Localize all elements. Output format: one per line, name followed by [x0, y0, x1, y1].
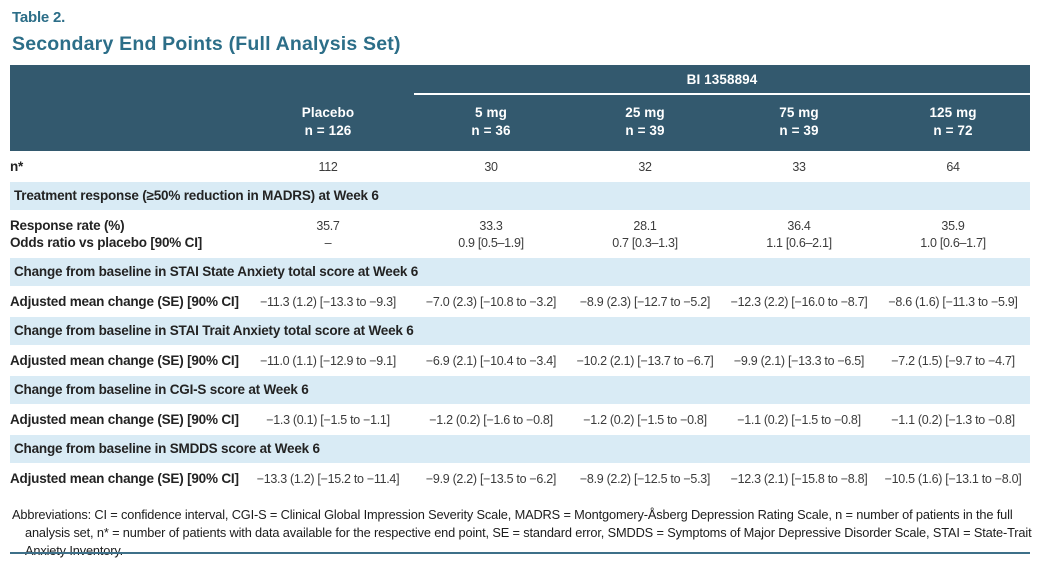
- value-cell: −1.3 (0.1) [−1.5 to −1.1]: [266, 412, 390, 427]
- value-cell: 112: [318, 159, 338, 174]
- value-cell: −6.9 (2.1) [−10.4 to −3.4]: [425, 353, 557, 368]
- section-header-label: Treatment response (≥50% reduction in MA…: [10, 182, 1030, 211]
- section-header-row: Treatment response (≥50% reduction in MA…: [10, 182, 1030, 211]
- value-cell: 1.1 [0.6–2.1]: [766, 235, 832, 250]
- value-cell: 33.3: [479, 218, 503, 233]
- value-cell: 28.1: [633, 218, 657, 233]
- section-header-label: Change from baseline in STAI Trait Anxie…: [10, 317, 1030, 346]
- value-cell: −8.9 (2.3) [−12.7 to −5.2]: [579, 294, 711, 309]
- value-cell: −9.9 (2.2) [−13.5 to −6.2]: [425, 471, 557, 486]
- value-cell: −11.3 (1.2) [−13.3 to −9.3]: [260, 294, 396, 309]
- section-header-label: Change from baseline in CGI-S score at W…: [10, 376, 1030, 405]
- secondary-endpoints-table: BI 1358894 Placebo n = 126 5 mg n = 36 25 …: [10, 65, 1030, 494]
- column-name: 125 mg: [929, 105, 977, 120]
- value-cell: 64: [946, 159, 960, 174]
- value-cell: 1.0 [0.6–1.7]: [920, 235, 986, 250]
- column-n: n = 39: [625, 123, 665, 139]
- column-n: n = 36: [471, 123, 511, 139]
- section-header-row: Change from baseline in SMDDS score at W…: [10, 435, 1030, 464]
- column-name: 25 mg: [625, 105, 665, 120]
- column-name: 75 mg: [779, 105, 819, 120]
- section-header-row: Change from baseline in STAI State Anxie…: [10, 258, 1030, 287]
- value-cell: −1.2 (0.2) [−1.5 to −0.8]: [583, 412, 707, 427]
- column-n: n = 39: [779, 123, 819, 139]
- table-title: Secondary End Points (Full Analysis Set): [12, 33, 401, 55]
- header-corner-cell: [10, 65, 414, 94]
- table-header: BI 1358894 Placebo n = 126 5 mg n = 36 25 …: [10, 65, 1030, 152]
- value-cell: −10.5 (1.6) [−13.1 to −8.0]: [884, 471, 1022, 486]
- row-label-cell: Adjusted mean change (SE) [90% CI]: [10, 353, 239, 369]
- column-header-5mg: 5 mg n = 36: [414, 94, 568, 152]
- table-row-response-rate: Response rate (%) 35.7 33.3 28.1 36.4 35…: [10, 210, 1030, 234]
- value-cell: –: [324, 235, 332, 250]
- row-label-cell: Adjusted mean change (SE) [90% CI]: [10, 412, 239, 428]
- column-header-row: Placebo n = 126 5 mg n = 36 25 mg n = 39 75…: [10, 94, 1030, 152]
- column-header-75mg: 75 mg n = 39: [722, 94, 876, 152]
- bottom-divider-rule: [10, 552, 1030, 554]
- column-n: n = 126: [304, 122, 352, 138]
- table-row-stai-trait: Adjusted mean change (SE) [90% CI] −11.0…: [10, 345, 1030, 376]
- column-n: n = 72: [933, 123, 973, 139]
- value-cell: 33: [792, 159, 806, 174]
- group-header-row: BI 1358894: [10, 65, 1030, 95]
- abbreviations-footnote: Abbreviations: CI = confidence interval,…: [12, 507, 1032, 558]
- row-label-cell: Odds ratio vs placebo [90% CI]: [10, 235, 203, 251]
- table-row-stai-state: Adjusted mean change (SE) [90% CI] −11.3…: [10, 286, 1030, 317]
- section-header-label: Change from baseline in SMDDS score at W…: [10, 435, 1030, 464]
- value-cell: −12.3 (2.2) [−16.0 to −8.7]: [730, 294, 868, 309]
- value-cell: 36.4: [787, 218, 811, 233]
- value-cell: 35.7: [316, 218, 340, 233]
- table-number-label: Table 2.: [12, 9, 66, 26]
- section-header-row: Change from baseline in CGI-S score at W…: [10, 376, 1030, 405]
- row-label-cell: n*: [10, 159, 24, 175]
- value-cell: −1.1 (0.2) [−1.5 to −0.8]: [737, 412, 861, 427]
- column-header-placebo: Placebo n = 126: [242, 94, 414, 152]
- value-cell: −12.3 (2.1) [−15.8 to −8.8]: [730, 471, 868, 486]
- column-header-25mg: 25 mg n = 39: [568, 94, 722, 152]
- value-cell: −8.6 (1.6) [−11.3 to −5.9]: [888, 294, 1018, 309]
- group-header-cell: BI 1358894: [414, 65, 1030, 95]
- value-cell: 30: [484, 159, 498, 174]
- section-header-label: Change from baseline in STAI State Anxie…: [10, 258, 1030, 287]
- row-label-cell: Response rate (%): [10, 218, 125, 234]
- column-name: Placebo: [301, 104, 355, 120]
- value-cell: −7.0 (2.3) [−10.8 to −3.2]: [425, 294, 557, 309]
- value-cell: −7.2 (1.5) [−9.7 to −4.7]: [891, 353, 1015, 368]
- value-cell: −11.0 (1.1) [−12.9 to −9.1]: [260, 353, 396, 368]
- table-row-cgi-s: Adjusted mean change (SE) [90% CI] −1.3 …: [10, 404, 1030, 435]
- value-cell: −10.2 (2.1) [−13.7 to −6.7]: [576, 353, 714, 368]
- value-cell: −1.2 (0.2) [−1.6 to −0.8]: [429, 412, 553, 427]
- value-cell: −8.9 (2.2) [−12.5 to −5.3]: [579, 471, 711, 486]
- table-row-odds-ratio: Odds ratio vs placebo [90% CI] – 0.9 [0.…: [10, 234, 1030, 258]
- header-stub-cell: [10, 94, 242, 152]
- table-row-n: n* 112 30 32 33 64: [10, 151, 1030, 182]
- value-cell: 32: [638, 159, 652, 174]
- table-row-smdds: Adjusted mean change (SE) [90% CI] −13.3…: [10, 463, 1030, 494]
- column-header-125mg: 125 mg n = 72: [876, 94, 1030, 152]
- column-name: 5 mg: [475, 105, 507, 120]
- value-cell: 35.9: [941, 218, 965, 233]
- section-header-row: Change from baseline in STAI Trait Anxie…: [10, 317, 1030, 346]
- row-label-cell: Adjusted mean change (SE) [90% CI]: [10, 471, 239, 487]
- value-cell: −9.9 (2.1) [−13.3 to −6.5]: [733, 353, 865, 368]
- value-cell: 0.9 [0.5–1.9]: [458, 235, 524, 250]
- row-label-cell: Adjusted mean change (SE) [90% CI]: [10, 294, 239, 310]
- value-cell: −1.1 (0.2) [−1.3 to −0.8]: [891, 412, 1015, 427]
- value-cell: −13.3 (1.2) [−15.2 to −11.4]: [256, 471, 400, 486]
- value-cell: 0.7 [0.3–1.3]: [612, 235, 678, 250]
